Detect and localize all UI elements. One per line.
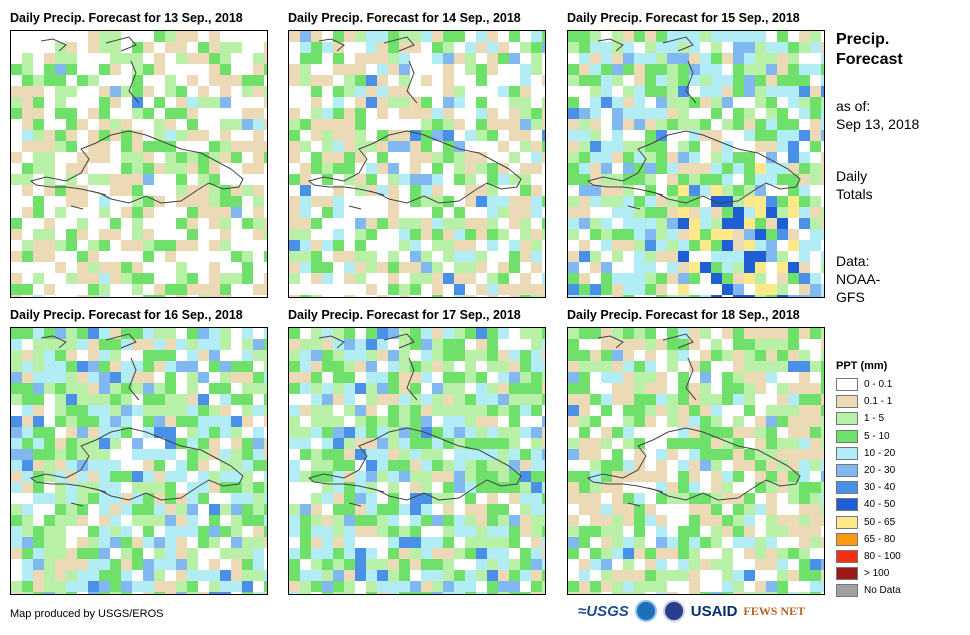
legend-item: 1 - 5	[836, 410, 901, 427]
panel-title-1: Daily Precip. Forecast for 13 Sep., 2018	[10, 11, 243, 25]
map-svg-3	[568, 31, 824, 297]
legend-label: 10 - 20	[864, 447, 896, 459]
legend-item: 40 - 50	[836, 496, 901, 513]
totals-line2: Totals	[836, 186, 873, 202]
side-title-line2: Forecast	[836, 51, 903, 68]
asof-block: as of: Sep 13, 2018	[836, 97, 919, 133]
legend-swatch	[836, 584, 858, 598]
usgs-logo: ≈USGS	[578, 602, 629, 620]
legend-swatch	[836, 481, 858, 495]
side-title-line1: Precip.	[836, 31, 890, 48]
totals-line1: Daily	[836, 168, 868, 184]
logo-strip: ≈USGS USAID FEWS NET	[578, 600, 805, 622]
totals-block: Daily Totals	[836, 167, 873, 203]
legend-swatch	[836, 378, 858, 392]
noaa-logo-icon	[634, 600, 657, 622]
legend-item: 65 - 80	[836, 531, 901, 548]
legend-label: 0 - 0.1	[864, 379, 893, 391]
panel-title-6: Daily Precip. Forecast for 18 Sep., 2018	[567, 308, 800, 322]
legend-label: 80 - 100	[864, 550, 901, 562]
credit-text: Map produced by USGS/EROS	[10, 608, 164, 620]
legend-item: 30 - 40	[836, 479, 901, 496]
legend-swatch	[836, 429, 858, 443]
legend-swatch	[836, 549, 858, 563]
map-svg-6	[568, 328, 824, 594]
panel-title-4: Daily Precip. Forecast for 16 Sep., 2018	[10, 308, 243, 322]
legend-label: 30 - 40	[864, 482, 896, 494]
panel-title-5: Daily Precip. Forecast for 17 Sep., 2018	[288, 308, 521, 322]
coastline-outline	[40, 36, 140, 210]
legend-swatch	[836, 532, 858, 546]
legend-label: No Data	[864, 585, 901, 597]
data-source-block: Data: NOAA- GFS	[836, 252, 880, 306]
legend-swatch	[836, 515, 858, 529]
legend-item: 10 - 20	[836, 445, 901, 462]
legend-label: 0.1 - 1	[864, 396, 893, 408]
map-svg-1	[11, 31, 267, 297]
legend-item: > 100	[836, 565, 901, 582]
legend-rows: 0 - 0.1 0.1 - 1 1 - 5 5 - 10 10 - 20 20 - 30 3…	[836, 376, 901, 599]
legend-label: 1 - 5	[864, 413, 885, 425]
legend-title: PPT (mm)	[836, 360, 888, 372]
map-svg-5	[289, 328, 545, 594]
panel-title-3: Daily Precip. Forecast for 15 Sep., 2018	[567, 11, 800, 25]
legend-item: 50 - 65	[836, 514, 901, 531]
data-line3: GFS	[836, 289, 865, 305]
coastline-outline	[318, 36, 418, 210]
legend-label: 5 - 10	[864, 430, 890, 442]
map-panel-1	[10, 30, 268, 298]
legend-item: 0.1 - 1	[836, 393, 901, 410]
legend-item: 20 - 30	[836, 462, 901, 479]
map-svg-4	[11, 328, 267, 594]
asof-date: Sep 13, 2018	[836, 116, 920, 132]
data-line1: Data:	[836, 253, 870, 269]
legend-item: 5 - 10	[836, 428, 901, 445]
coastline-outline	[318, 333, 418, 507]
side-title: Precip. Forecast	[836, 30, 903, 70]
legend-swatch	[836, 464, 858, 478]
map-svg-2	[289, 31, 545, 297]
legend-label: 65 - 80	[864, 533, 896, 545]
map-panel-4	[10, 327, 268, 595]
data-line2: NOAA-	[836, 271, 881, 287]
legend-swatch	[836, 395, 858, 409]
legend-swatch	[836, 498, 858, 512]
map-panel-6	[567, 327, 825, 595]
legend-label: 50 - 65	[864, 516, 896, 528]
legend-swatch	[836, 412, 858, 426]
legend-item: No Data	[836, 582, 901, 599]
map-panel-2	[288, 30, 546, 298]
map-panel-3	[567, 30, 825, 298]
legend-item: 0 - 0.1	[836, 376, 901, 393]
legend-swatch	[836, 446, 858, 460]
coastline-outline	[40, 333, 140, 507]
map-panel-5	[288, 327, 546, 595]
coastline-outline	[597, 333, 697, 507]
asof-label: as of:	[836, 98, 871, 114]
coastline-outline	[597, 36, 697, 210]
fewsnet-logo: FEWS NET	[743, 603, 806, 618]
legend-label: 40 - 50	[864, 499, 896, 511]
legend: PPT (mm) 0 - 0.1 0.1 - 1 1 - 5 5 - 10 10 - 2…	[836, 360, 901, 599]
legend-label: > 100	[864, 568, 890, 580]
legend-item: 80 - 100	[836, 548, 901, 565]
legend-swatch	[836, 567, 858, 581]
panel-title-2: Daily Precip. Forecast for 14 Sep., 2018	[288, 11, 521, 25]
legend-label: 20 - 30	[864, 465, 896, 477]
usaid-seal-icon	[662, 600, 685, 622]
usaid-logo: USAID	[690, 602, 738, 620]
